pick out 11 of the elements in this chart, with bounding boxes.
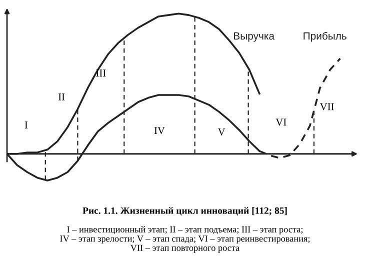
annotation: III — [96, 70, 106, 76]
annotation: VI — [276, 118, 286, 126]
series-label: Выручка — [234, 32, 275, 42]
text: I – инвестиционный этап; II – этап подъема; III – этап роста; IV – этап зрелости; V – этап спада; VI – этап реинвестирования; VII – этап повторного роста — [60, 226, 310, 253]
annotation: IV — [154, 127, 165, 134]
annotation: VII — [320, 103, 334, 110]
annotation: I — [24, 122, 28, 128]
annotation: V — [218, 128, 226, 136]
text: Рис. 1.1. Жизненный цикл инноваций [112; 85] — [82, 207, 287, 216]
annotation: II — [58, 93, 65, 100]
series-label: Прибыль — [304, 32, 346, 42]
